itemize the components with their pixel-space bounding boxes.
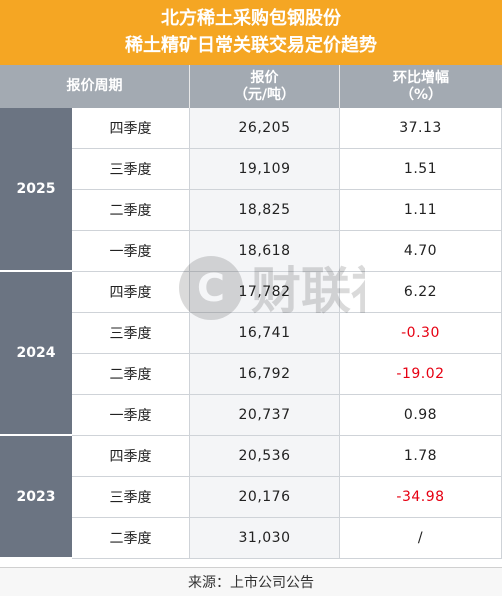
price-cell: 20,737 <box>190 395 340 436</box>
header-price-label: 报价 <box>250 69 279 86</box>
price-cell: 20,536 <box>190 436 340 477</box>
quarter-cell-value: 四季度 <box>109 449 152 465</box>
change-cell: -0.30 <box>340 313 502 354</box>
quarter-cell-value: 一季度 <box>109 244 152 260</box>
table-row: 四季度 17,782 6.22 <box>72 272 502 313</box>
quarter-cell: 三季度 <box>72 149 190 190</box>
table-row: 二季度 16,792 -19.02 <box>72 354 502 395</box>
price-cell-value: 31,030 <box>238 530 291 546</box>
title-line-1: 北方稀土采购包钢股份 <box>161 8 341 29</box>
change-cell-value: 1.11 <box>403 202 438 218</box>
change-cell: / <box>340 518 502 559</box>
change-cell-value: 4.70 <box>403 243 438 259</box>
price-cell-value: 26,205 <box>238 120 291 136</box>
year-label: 2024 <box>16 345 56 361</box>
quarter-cell: 四季度 <box>72 272 190 313</box>
price-cell: 26,205 <box>190 108 340 149</box>
table-title: 北方稀土采购包钢股份 稀土精矿日常关联交易定价趋势 <box>0 0 502 65</box>
year-cell-2024: 2024 <box>0 272 72 436</box>
change-cell: 1.11 <box>340 190 502 231</box>
header-period: 报价周期 <box>0 65 190 108</box>
change-cell: -34.98 <box>340 477 502 518</box>
change-cell-value: -0.30 <box>401 325 440 341</box>
price-cell-value: 20,737 <box>238 407 291 423</box>
price-cell-value: 20,536 <box>238 448 291 464</box>
quarter-cell-value: 四季度 <box>109 121 152 137</box>
price-cell-value: 19,109 <box>238 161 291 177</box>
price-cell-value: 16,792 <box>238 366 291 382</box>
table-row: 一季度 20,737 0.98 <box>72 395 502 436</box>
price-cell: 16,792 <box>190 354 340 395</box>
table-row: 四季度 20,536 1.78 <box>72 436 502 477</box>
quarter-cell: 三季度 <box>72 477 190 518</box>
price-cell: 20,176 <box>190 477 340 518</box>
quarter-cell: 二季度 <box>72 518 190 559</box>
quarter-cell: 四季度 <box>72 108 190 149</box>
quarter-cell: 一季度 <box>72 395 190 436</box>
change-cell: 0.98 <box>340 395 502 436</box>
title-line-2: 稀土精矿日常关联交易定价趋势 <box>125 35 377 56</box>
price-cell-value: 16,741 <box>238 325 291 341</box>
source-text: 来源：上市公司公告 <box>188 575 314 591</box>
header-period-label: 报价周期 <box>66 78 123 94</box>
change-cell-value: 37.13 <box>399 120 442 136</box>
change-cell: 1.78 <box>340 436 502 477</box>
quarter-cell: 二季度 <box>72 354 190 395</box>
year-cell-2025: 2025 <box>0 108 72 272</box>
change-cell-value: 0.98 <box>403 407 438 423</box>
quarter-cell-value: 四季度 <box>109 285 152 301</box>
quarter-cell-value: 二季度 <box>109 203 152 219</box>
quarter-cell-value: 三季度 <box>109 162 152 178</box>
quarter-cell-value: 三季度 <box>109 326 152 342</box>
source-footer: 来源：上市公司公告 <box>0 567 502 596</box>
quarter-cell-value: 三季度 <box>109 490 152 506</box>
quarter-cell: 一季度 <box>72 231 190 272</box>
price-cell: 18,618 <box>190 231 340 272</box>
quarter-cell: 三季度 <box>72 313 190 354</box>
header-price: 报价 （元/吨） <box>190 65 340 108</box>
price-cell: 17,782 <box>190 272 340 313</box>
year-label: 2025 <box>16 181 56 197</box>
header-change-unit: （%） <box>399 86 443 103</box>
table-row: 一季度 18,618 4.70 <box>72 231 502 272</box>
change-cell-value: -34.98 <box>396 489 445 505</box>
price-cell: 16,741 <box>190 313 340 354</box>
price-cell: 31,030 <box>190 518 340 559</box>
change-cell: -19.02 <box>340 354 502 395</box>
year-label: 2023 <box>16 488 56 505</box>
table-row: 三季度 20,176 -34.98 <box>72 477 502 518</box>
table-row: 四季度 26,205 37.13 <box>72 108 502 149</box>
table-row: 二季度 31,030 / <box>72 518 502 559</box>
quarter-cell-value: 一季度 <box>109 408 152 424</box>
table-row: 三季度 16,741 -0.30 <box>72 313 502 354</box>
table-row: 二季度 18,825 1.11 <box>72 190 502 231</box>
quarter-cell: 四季度 <box>72 436 190 477</box>
quarter-cell-value: 二季度 <box>109 531 152 547</box>
header-change-label: 环比增幅 <box>393 69 449 86</box>
price-cell-value: 18,618 <box>238 243 291 259</box>
price-cell: 19,109 <box>190 149 340 190</box>
change-cell-value: 1.78 <box>403 448 438 464</box>
change-cell: 6.22 <box>340 272 502 313</box>
change-cell-value: 6.22 <box>403 284 438 300</box>
price-cell-value: 20,176 <box>238 489 291 505</box>
table-row: 三季度 19,109 1.51 <box>72 149 502 190</box>
change-cell-value: 1.51 <box>403 161 438 177</box>
price-cell-value: 18,825 <box>238 202 291 218</box>
price-cell-value: 17,782 <box>238 284 291 300</box>
price-cell: 18,825 <box>190 190 340 231</box>
change-cell: 4.70 <box>340 231 502 272</box>
header-change: 环比增幅 （%） <box>340 65 502 108</box>
year-cell-2023: 2023 <box>0 436 72 559</box>
change-cell: 1.51 <box>340 149 502 190</box>
quarter-cell-value: 二季度 <box>109 367 152 383</box>
change-cell-value: -19.02 <box>396 366 445 382</box>
change-cell-value: / <box>417 530 424 546</box>
change-cell: 37.13 <box>340 108 502 149</box>
header-price-unit: （元/吨） <box>233 86 296 103</box>
quarter-cell: 二季度 <box>72 190 190 231</box>
